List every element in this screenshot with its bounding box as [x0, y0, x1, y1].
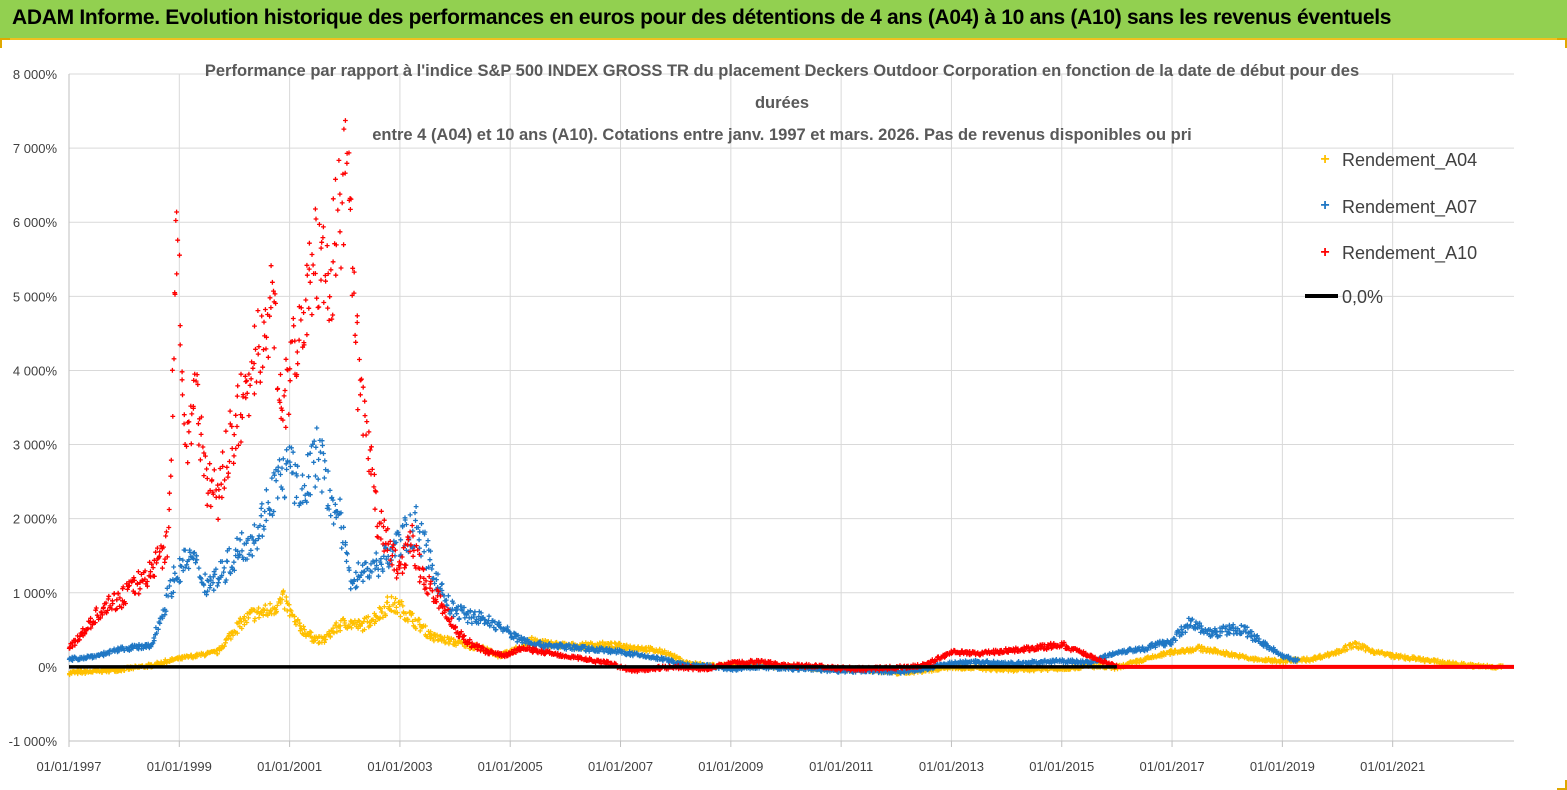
- legend-label-a04: Rendement_A04: [1342, 150, 1477, 171]
- x-tick-label: 01/01/1997: [36, 759, 101, 774]
- corner-mark-top-left: [0, 38, 10, 48]
- chart: -1 000% 0% 1 000% 2 000% 3 000% 4 000% 5 000% 6…: [0, 40, 1567, 790]
- legend-label-a07: Rendement_A07: [1342, 197, 1477, 218]
- y-tick-label: 1 000%: [13, 586, 58, 601]
- x-tick-label: 01/01/2007: [588, 759, 653, 774]
- x-tick-label: 01/01/2017: [1140, 759, 1205, 774]
- x-tick-label: 01/01/2013: [919, 759, 984, 774]
- x-tick-label: 01/01/2003: [367, 759, 432, 774]
- x-tick-label: 01/01/2009: [698, 759, 763, 774]
- legend-marker-a04: +: [1320, 151, 1329, 168]
- y-tick-label: 3 000%: [13, 438, 58, 453]
- x-tick-label: 01/01/2001: [257, 759, 322, 774]
- banner-title: ADAM Informe. Evolution historique des p…: [12, 6, 1392, 29]
- legend: + Rendement_A04 + Rendement_A07 + Rendem…: [1305, 150, 1477, 307]
- x-tick-label: 01/01/2015: [1029, 759, 1094, 774]
- banner: ADAM Informe. Evolution historique des p…: [0, 0, 1567, 40]
- y-tick-label: 6 000%: [13, 215, 58, 230]
- x-tick-label: 01/01/2005: [478, 759, 543, 774]
- x-axis: 01/01/1997 01/01/1999 01/01/2001 01/01/2003…: [36, 740, 1514, 774]
- legend-label-a10: Rendement_A10: [1342, 243, 1477, 264]
- x-tick-label: 01/01/2021: [1360, 759, 1425, 774]
- chart-title: Performance par rapport à l'indice S&P 5…: [205, 62, 1359, 144]
- x-tick-label: 01/01/2011: [809, 759, 873, 774]
- y-tick-label: 5 000%: [13, 289, 58, 304]
- corner-mark-top-right: [1557, 38, 1567, 48]
- legend-marker-a07: +: [1320, 197, 1329, 214]
- y-axis: -1 000% 0% 1 000% 2 000% 3 000% 4 000% 5 000% 6…: [9, 67, 70, 749]
- legend-marker-a10: +: [1320, 244, 1329, 261]
- legend-label-zero: 0,0%: [1342, 287, 1383, 307]
- y-tick-label: -1 000%: [9, 734, 58, 749]
- y-tick-label: 2 000%: [13, 512, 58, 527]
- corner-mark-bottom-right: [1557, 780, 1567, 790]
- chart-title-line-2: durées: [755, 94, 809, 112]
- chart-title-line-1: Performance par rapport à l'indice S&P 5…: [205, 62, 1359, 80]
- y-tick-label: 4 000%: [13, 363, 58, 378]
- y-tick-label: 7 000%: [13, 141, 58, 156]
- y-tick-label: 0%: [38, 660, 57, 675]
- y-tick-label: 8 000%: [13, 67, 58, 82]
- x-tick-label: 01/01/2019: [1250, 759, 1315, 774]
- x-tick-label: 01/01/1999: [147, 759, 212, 774]
- chart-title-line-3: entre 4 (A04) et 10 ans (A10). Cotations…: [372, 126, 1192, 144]
